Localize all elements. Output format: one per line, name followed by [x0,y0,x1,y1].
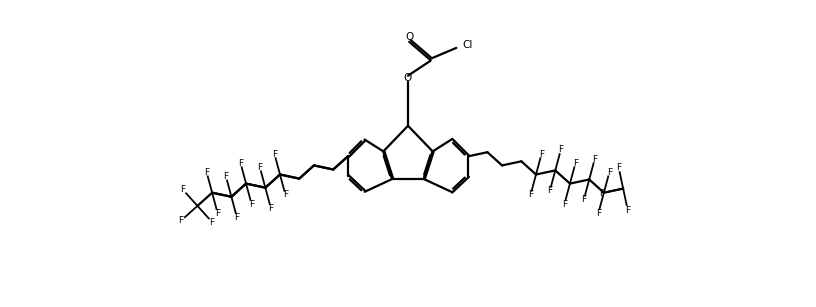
Text: F: F [272,150,277,159]
Text: F: F [599,189,604,198]
Text: F: F [179,216,184,225]
Text: F: F [596,208,601,218]
Text: F: F [238,159,243,168]
Text: F: F [607,168,612,177]
Text: F: F [539,150,544,159]
Text: F: F [283,190,288,200]
Text: F: F [562,200,567,208]
Text: O: O [405,32,413,42]
Text: F: F [224,172,228,181]
Text: F: F [616,163,621,172]
Text: F: F [528,190,533,200]
Text: F: F [548,186,552,195]
Text: F: F [625,206,630,215]
Text: F: F [249,200,254,208]
Text: F: F [573,159,578,168]
Text: F: F [234,213,239,222]
Text: F: F [581,195,587,204]
Text: F: F [268,204,273,213]
Text: Cl: Cl [462,40,472,50]
Text: O: O [404,73,412,84]
Text: F: F [592,155,597,164]
Text: F: F [215,208,220,218]
Text: F: F [257,163,263,172]
Text: F: F [210,218,215,227]
Text: F: F [558,146,563,154]
Text: F: F [180,185,185,194]
Text: F: F [204,168,209,177]
